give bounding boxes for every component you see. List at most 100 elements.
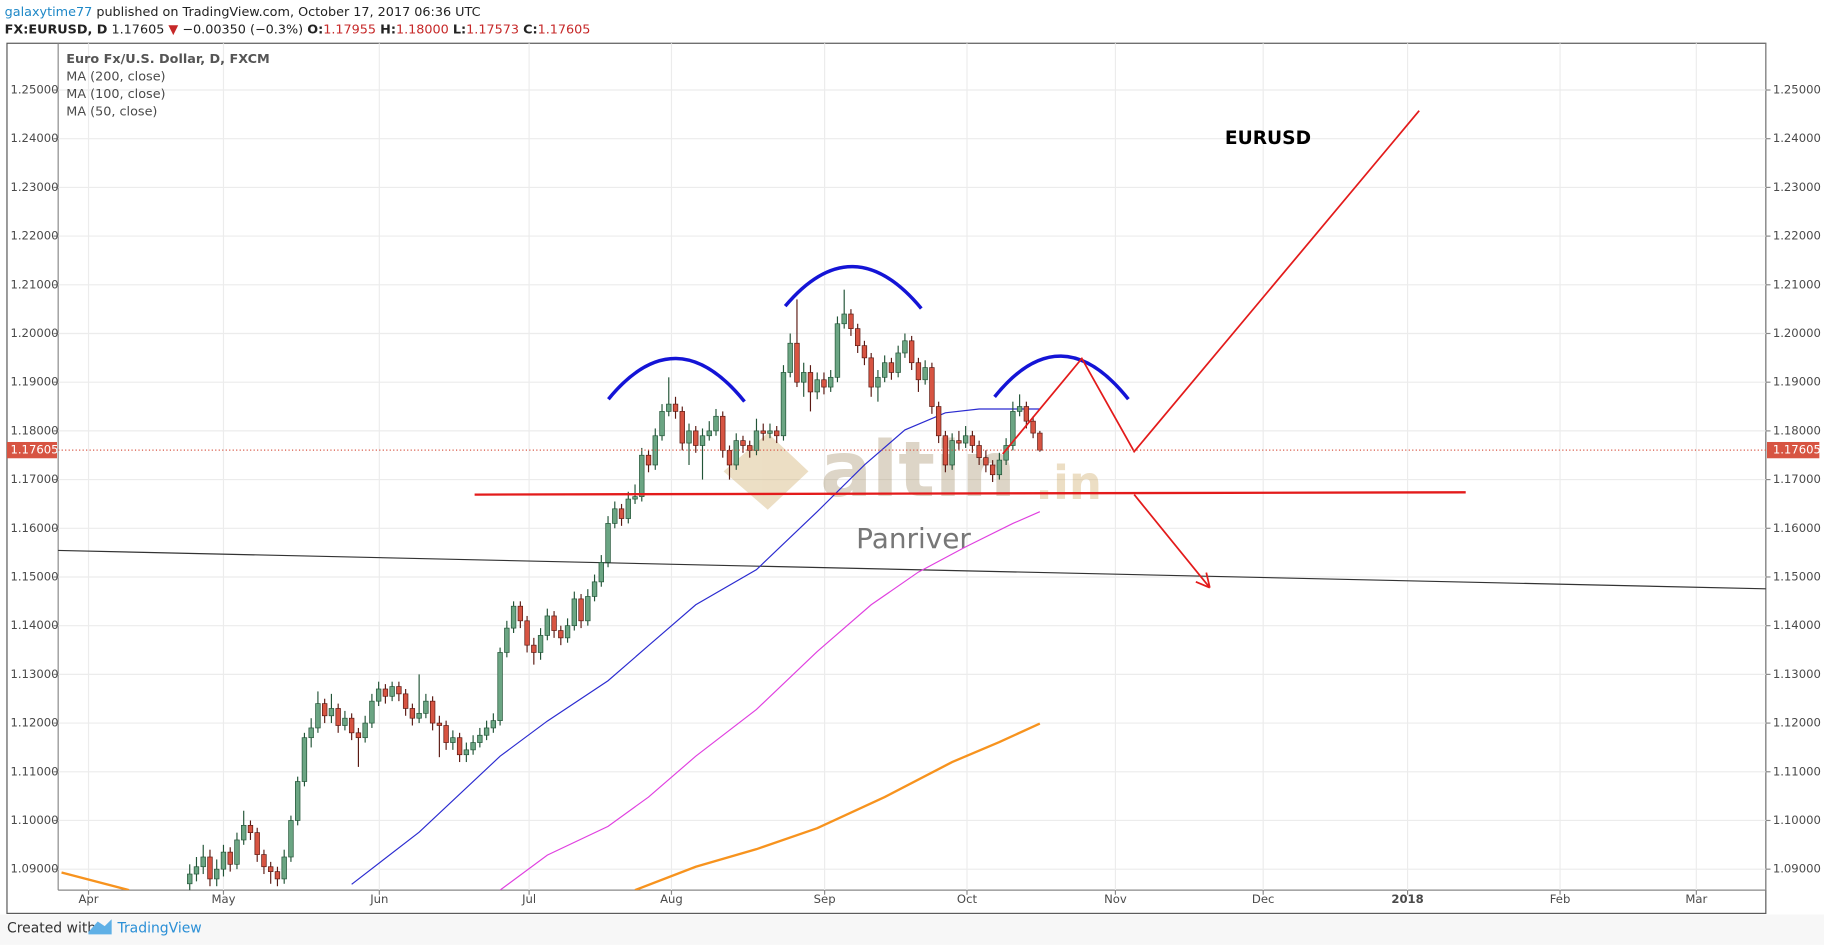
candle-body: [645, 454, 652, 466]
y-tick-label: 1.10000: [10, 813, 58, 827]
support-line: [474, 491, 1466, 496]
footer-brand[interactable]: TradingView: [116, 921, 201, 937]
annotation: EURUSD: [1225, 128, 1311, 149]
y-tick-label: 1.21000: [1773, 277, 1821, 291]
candle-body: [726, 450, 733, 466]
y-tick-label: 1.10000: [1773, 813, 1821, 827]
x-tick-label: Mar: [1685, 892, 1707, 906]
candle-body: [598, 562, 604, 583]
candle-body: [922, 367, 928, 381]
candle-body: [713, 415, 719, 432]
candle-body: [989, 464, 996, 476]
quote-line: FX:EURUSD, D 1.17605 ▼ −0.00350 (−0.3%) …: [5, 22, 591, 37]
y-tick-label: 1.09000: [10, 862, 58, 876]
candle-body: [463, 749, 470, 756]
candle-body: [659, 411, 665, 437]
candle-body: [531, 644, 537, 653]
h-label: H:: [380, 22, 396, 37]
x-tick-label: Sep: [814, 892, 836, 906]
y-tick-label: 1.12000: [10, 716, 58, 730]
candle-body: [254, 832, 260, 855]
x-tick-label: May: [211, 892, 235, 906]
candle-body: [733, 440, 739, 466]
candle-body: [335, 708, 341, 726]
candle-body: [969, 435, 976, 446]
left-shoulder: [607, 356, 746, 403]
plot-area: [61, 289, 1043, 891]
candle-body: [625, 498, 631, 519]
candle-body: [220, 851, 227, 870]
o-value: 1.17955: [323, 22, 376, 37]
y-tick-label: 1.11000: [10, 764, 58, 778]
y-tick-label: 1.12000: [1773, 716, 1821, 730]
c-label: C:: [523, 22, 538, 37]
x-tick-label: Aug: [660, 892, 683, 906]
candle-body: [672, 403, 679, 412]
candle-body: [396, 686, 402, 695]
candle-body: [612, 508, 618, 524]
y-tick-label: 1.19000: [10, 375, 58, 389]
y-tick-label: 1.25000: [1773, 83, 1821, 97]
candle-body: [308, 727, 314, 739]
price-tag: [1767, 441, 1820, 459]
candle-body: [301, 737, 308, 782]
y-tick-label: 1.19000: [1773, 375, 1821, 389]
candle-body: [470, 742, 476, 751]
candle-body: [834, 323, 841, 378]
candle-body: [693, 430, 699, 446]
candle-body: [929, 367, 935, 407]
footer-text: Created with: [7, 921, 96, 937]
candle-body: [537, 635, 544, 653]
candle-body: [241, 824, 247, 841]
watermark-suffix: .in: [1035, 456, 1102, 510]
candle-body: [1010, 411, 1016, 446]
candle-body: [456, 737, 463, 756]
legend: Euro Fx/U.S. Dollar, D, FXCM MA (200, cl…: [66, 52, 269, 119]
candle-body: [382, 688, 389, 697]
candle-body: [639, 454, 645, 497]
candle-body: [234, 839, 240, 865]
arrow: ▼: [168, 22, 178, 37]
candle-body: [564, 625, 571, 639]
candle-body: [200, 856, 206, 868]
author[interactable]: galaxytime77: [5, 4, 93, 19]
candle-body: [375, 688, 382, 702]
y-tick-label: 1.22000: [1773, 229, 1821, 243]
candle-body: [1030, 420, 1036, 434]
candle-body: [720, 415, 726, 451]
watermark-text: altin: [820, 426, 1016, 515]
y-tick-label: 1.23000: [1773, 180, 1821, 194]
candle-body: [578, 598, 584, 622]
candle-body: [436, 722, 443, 726]
candle-body: [983, 457, 989, 466]
candle-body: [423, 700, 429, 714]
watermark-author: Panriver: [856, 522, 971, 555]
candle-body: [355, 732, 362, 739]
candle-body: [443, 725, 449, 743]
candle-body: [247, 824, 254, 833]
head: [783, 264, 923, 310]
candle-body: [558, 630, 564, 639]
ma-line: [61, 722, 1041, 891]
y-tick-label: 1.11000: [1773, 764, 1821, 778]
drawings: [474, 110, 1466, 589]
trend-line: [58, 549, 1766, 590]
candle-body: [760, 430, 766, 434]
candle-body: [483, 727, 490, 736]
last: 1.17605: [111, 22, 164, 37]
y-tick-label: 1.16000: [10, 521, 58, 535]
y-tick-label: 1.20000: [1773, 326, 1821, 340]
candle-body: [193, 866, 200, 875]
legend-entry: MA (50, close): [66, 104, 157, 119]
candle-body: [207, 856, 213, 880]
y-tick-label: 1.16000: [1773, 521, 1821, 535]
candle-body: [571, 598, 577, 627]
x-tick-label: Jun: [369, 892, 388, 906]
watermark: altin .in: [723, 426, 1102, 515]
candle-body: [402, 693, 409, 709]
candle-body: [686, 430, 692, 444]
legend-entry: MA (100, close): [66, 87, 165, 102]
candle-body: [915, 362, 922, 381]
